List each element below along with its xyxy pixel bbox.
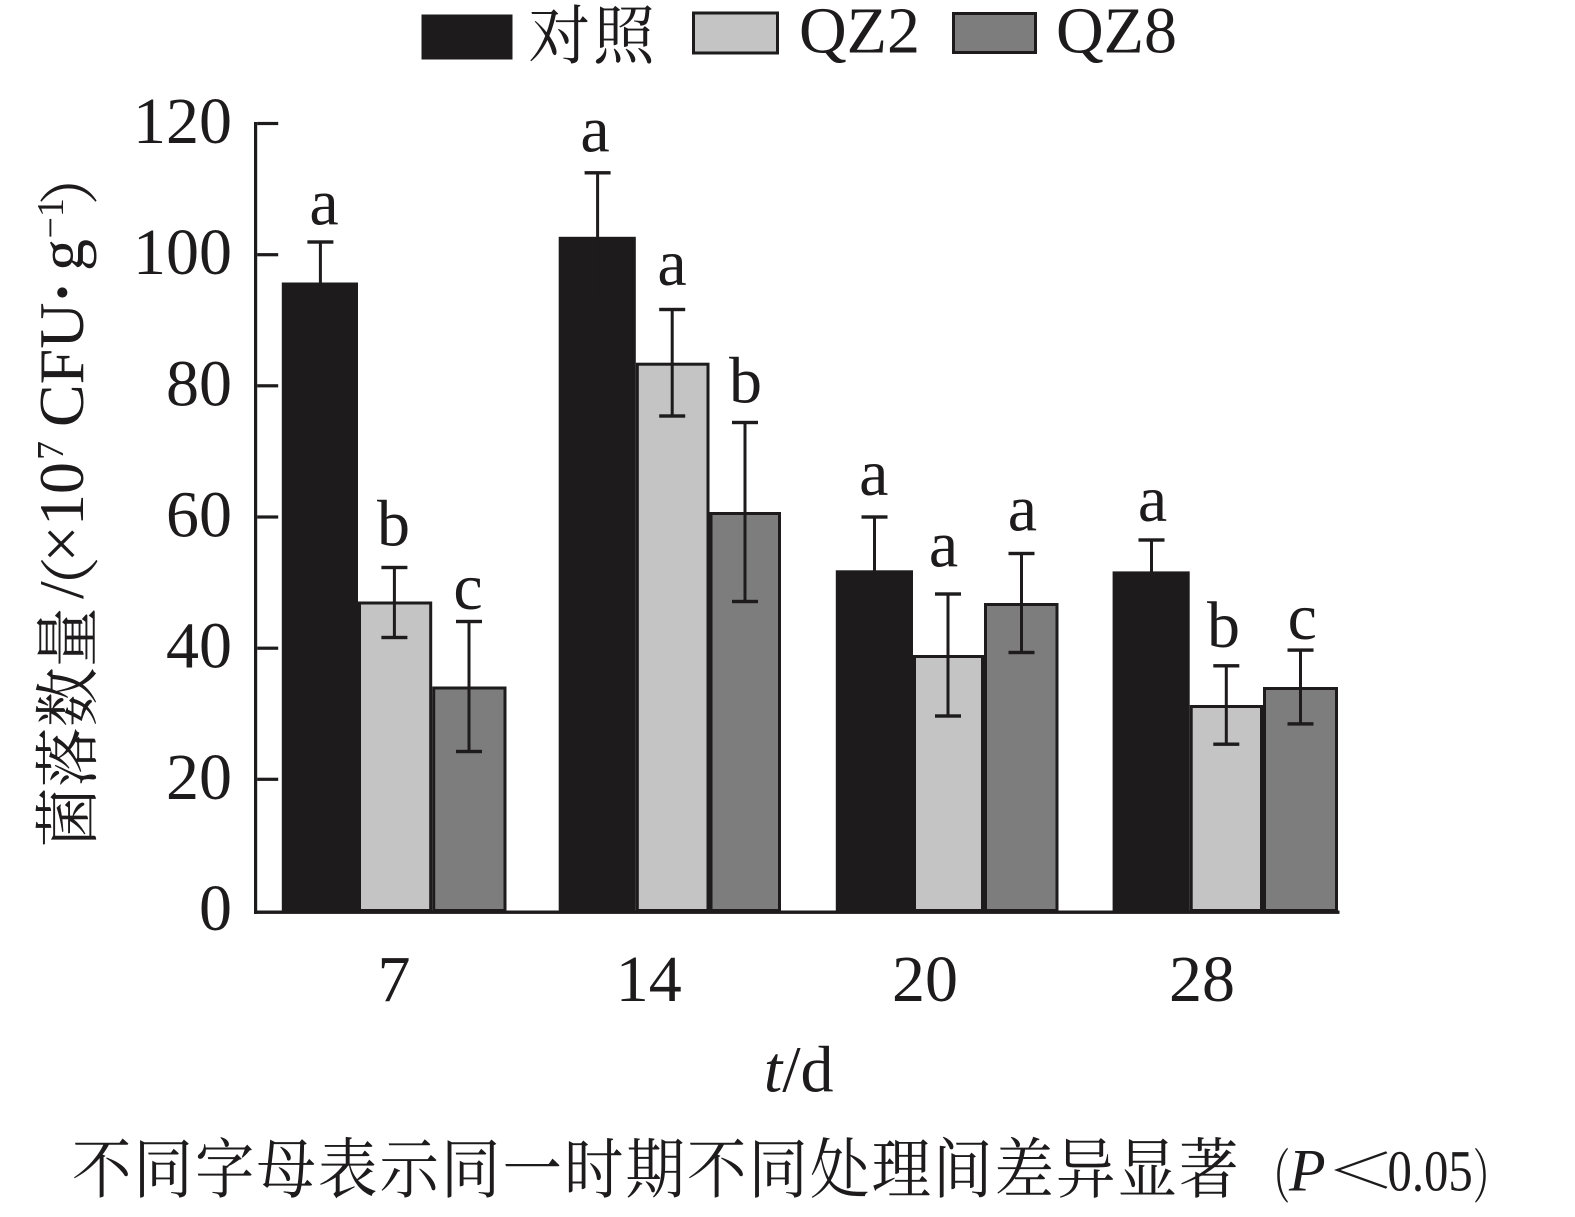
svg-text:80: 80 bbox=[166, 347, 232, 420]
svg-text:120: 120 bbox=[133, 85, 232, 158]
svg-text:a: a bbox=[1138, 463, 1167, 536]
svg-text:a: a bbox=[657, 227, 686, 300]
svg-text:a: a bbox=[929, 509, 958, 582]
svg-text:b: b bbox=[1207, 589, 1240, 662]
svg-text:QZ2: QZ2 bbox=[799, 0, 920, 68]
svg-text:a: a bbox=[1008, 473, 1037, 546]
svg-text:P: P bbox=[1288, 1138, 1326, 1204]
svg-text:20: 20 bbox=[166, 741, 232, 814]
svg-text:c: c bbox=[1288, 581, 1317, 654]
svg-text:a: a bbox=[309, 167, 338, 240]
svg-text:a: a bbox=[580, 94, 609, 167]
svg-text:14: 14 bbox=[616, 943, 682, 1016]
svg-text:b: b bbox=[377, 488, 410, 561]
svg-text:×: × bbox=[25, 525, 98, 562]
svg-text:100: 100 bbox=[133, 216, 232, 289]
svg-text:28: 28 bbox=[1169, 943, 1235, 1016]
svg-text:40: 40 bbox=[166, 610, 232, 683]
svg-text:60: 60 bbox=[166, 479, 232, 552]
svg-text:b: b bbox=[729, 344, 762, 417]
svg-text:a: a bbox=[859, 437, 888, 510]
svg-text:QZ8: QZ8 bbox=[1056, 0, 1177, 68]
svg-text:−1: −1 bbox=[30, 198, 72, 238]
svg-text:10: 10 bbox=[26, 462, 97, 526]
svg-text:7: 7 bbox=[30, 441, 72, 460]
svg-text:g: g bbox=[26, 239, 97, 271]
svg-text:CFU: CFU bbox=[26, 303, 97, 428]
svg-text:0.05: 0.05 bbox=[1388, 1138, 1473, 1203]
svg-text:7: 7 bbox=[378, 943, 411, 1016]
svg-text:/: / bbox=[26, 581, 97, 599]
svg-text:c: c bbox=[453, 551, 482, 624]
svg-text:20: 20 bbox=[892, 943, 958, 1016]
svg-text:0: 0 bbox=[199, 872, 232, 945]
svg-text:t/d: t/d bbox=[764, 1034, 834, 1107]
